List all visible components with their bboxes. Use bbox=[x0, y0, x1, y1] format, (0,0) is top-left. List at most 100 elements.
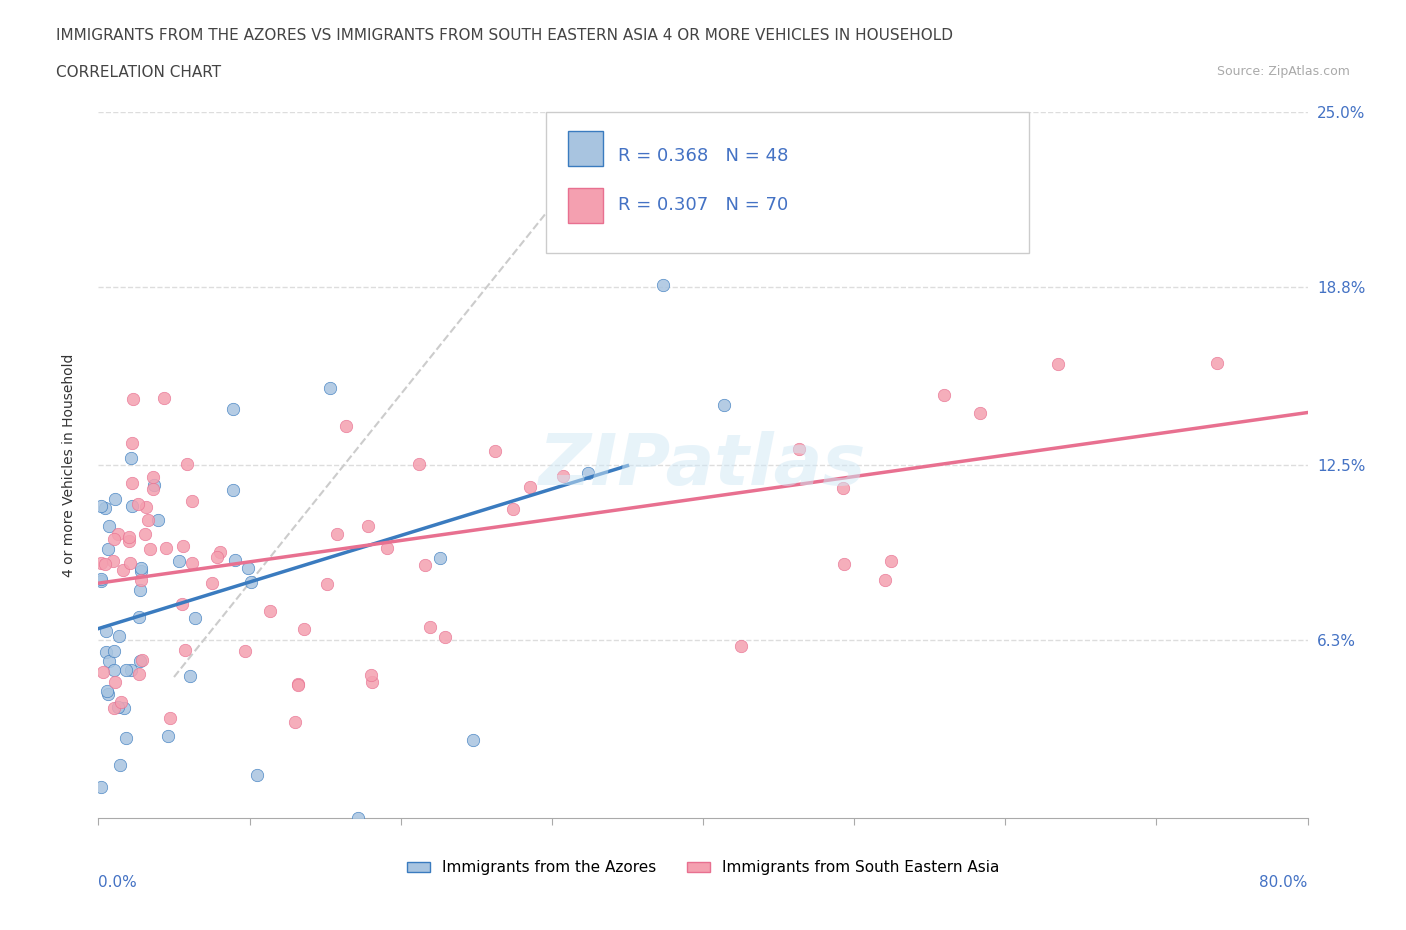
Point bbox=[222, 483, 245, 498]
Point bbox=[139, 541, 162, 556]
Point bbox=[169, 553, 191, 568]
Point bbox=[114, 662, 136, 677]
Point bbox=[118, 529, 141, 544]
Point bbox=[128, 667, 150, 682]
Point bbox=[184, 611, 207, 626]
FancyBboxPatch shape bbox=[546, 112, 1029, 253]
Point bbox=[142, 482, 165, 497]
Point bbox=[172, 538, 194, 553]
Point bbox=[127, 497, 149, 512]
Point bbox=[94, 501, 117, 516]
Point bbox=[419, 620, 441, 635]
Point bbox=[205, 550, 228, 565]
Point bbox=[651, 278, 673, 293]
Point bbox=[131, 564, 153, 578]
Point bbox=[233, 644, 256, 658]
Point bbox=[463, 733, 485, 748]
Text: IMMIGRANTS FROM THE AZORES VS IMMIGRANTS FROM SOUTH EASTERN ASIA 4 OR MORE VEHIC: IMMIGRANTS FROM THE AZORES VS IMMIGRANTS… bbox=[56, 28, 953, 43]
Point bbox=[118, 533, 141, 548]
Point bbox=[103, 700, 125, 715]
Point bbox=[90, 555, 112, 570]
Point bbox=[121, 498, 143, 513]
Point bbox=[335, 418, 357, 433]
Point bbox=[173, 643, 195, 658]
Point bbox=[120, 662, 142, 677]
Point bbox=[681, 227, 703, 242]
Point bbox=[131, 653, 153, 668]
Point bbox=[103, 663, 125, 678]
Point bbox=[208, 544, 231, 559]
Point bbox=[240, 574, 263, 589]
Point bbox=[224, 552, 246, 567]
Point bbox=[875, 573, 897, 588]
Point bbox=[433, 630, 456, 644]
Point bbox=[502, 501, 524, 516]
Text: 0.0%: 0.0% bbox=[98, 875, 138, 890]
Text: R = 0.368   N = 48: R = 0.368 N = 48 bbox=[606, 140, 776, 158]
Point bbox=[360, 667, 382, 682]
Text: ZIPatlas: ZIPatlas bbox=[540, 431, 866, 499]
Point bbox=[94, 624, 117, 639]
Point bbox=[135, 499, 157, 514]
Point bbox=[129, 560, 152, 575]
Point bbox=[1046, 356, 1069, 371]
Point bbox=[246, 768, 269, 783]
Point bbox=[110, 695, 132, 710]
Point bbox=[347, 811, 370, 826]
Point bbox=[98, 654, 121, 669]
Point bbox=[107, 699, 129, 714]
Point bbox=[259, 604, 281, 618]
Point bbox=[112, 701, 135, 716]
Point bbox=[832, 557, 855, 572]
Point bbox=[104, 492, 127, 507]
Point bbox=[118, 555, 141, 570]
Point bbox=[94, 644, 117, 659]
Point bbox=[128, 582, 150, 597]
Point bbox=[157, 729, 180, 744]
Point bbox=[108, 757, 131, 772]
Point bbox=[576, 466, 599, 481]
Point bbox=[121, 475, 143, 490]
Text: Source: ZipAtlas.com: Source: ZipAtlas.com bbox=[1216, 65, 1350, 78]
Point bbox=[159, 711, 181, 725]
Point bbox=[316, 577, 339, 591]
Point bbox=[176, 457, 198, 472]
Point bbox=[155, 540, 177, 555]
Point bbox=[107, 526, 129, 541]
Point bbox=[730, 639, 752, 654]
Point bbox=[152, 391, 174, 405]
Point bbox=[112, 563, 135, 578]
Point bbox=[90, 779, 112, 794]
FancyBboxPatch shape bbox=[568, 131, 603, 166]
Point bbox=[969, 405, 991, 420]
Point bbox=[415, 558, 437, 573]
Point bbox=[880, 553, 903, 568]
Point bbox=[97, 518, 120, 533]
Point bbox=[121, 436, 143, 451]
Point bbox=[129, 573, 152, 588]
Text: 80.0%: 80.0% bbox=[1260, 875, 1308, 890]
Text: CORRELATION CHART: CORRELATION CHART bbox=[56, 65, 221, 80]
Text: R = 0.307   N = 70: R = 0.307 N = 70 bbox=[606, 190, 776, 207]
Point bbox=[115, 730, 138, 745]
Point bbox=[553, 469, 575, 484]
Legend: Immigrants from the Azores, Immigrants from South Eastern Asia: Immigrants from the Azores, Immigrants f… bbox=[401, 855, 1005, 882]
Point bbox=[294, 621, 316, 636]
Point bbox=[361, 674, 384, 689]
Point bbox=[236, 561, 259, 576]
Point bbox=[122, 392, 145, 406]
FancyBboxPatch shape bbox=[568, 188, 603, 222]
Point bbox=[713, 397, 735, 412]
Point bbox=[94, 556, 117, 571]
Point bbox=[96, 684, 118, 698]
Point bbox=[326, 526, 349, 541]
Point bbox=[375, 540, 398, 555]
Point bbox=[134, 526, 156, 541]
Point bbox=[201, 576, 224, 591]
Point bbox=[96, 687, 118, 702]
Point bbox=[222, 401, 245, 416]
Point bbox=[357, 519, 380, 534]
Point bbox=[90, 571, 112, 586]
Point bbox=[934, 388, 956, 403]
Point bbox=[287, 677, 309, 692]
